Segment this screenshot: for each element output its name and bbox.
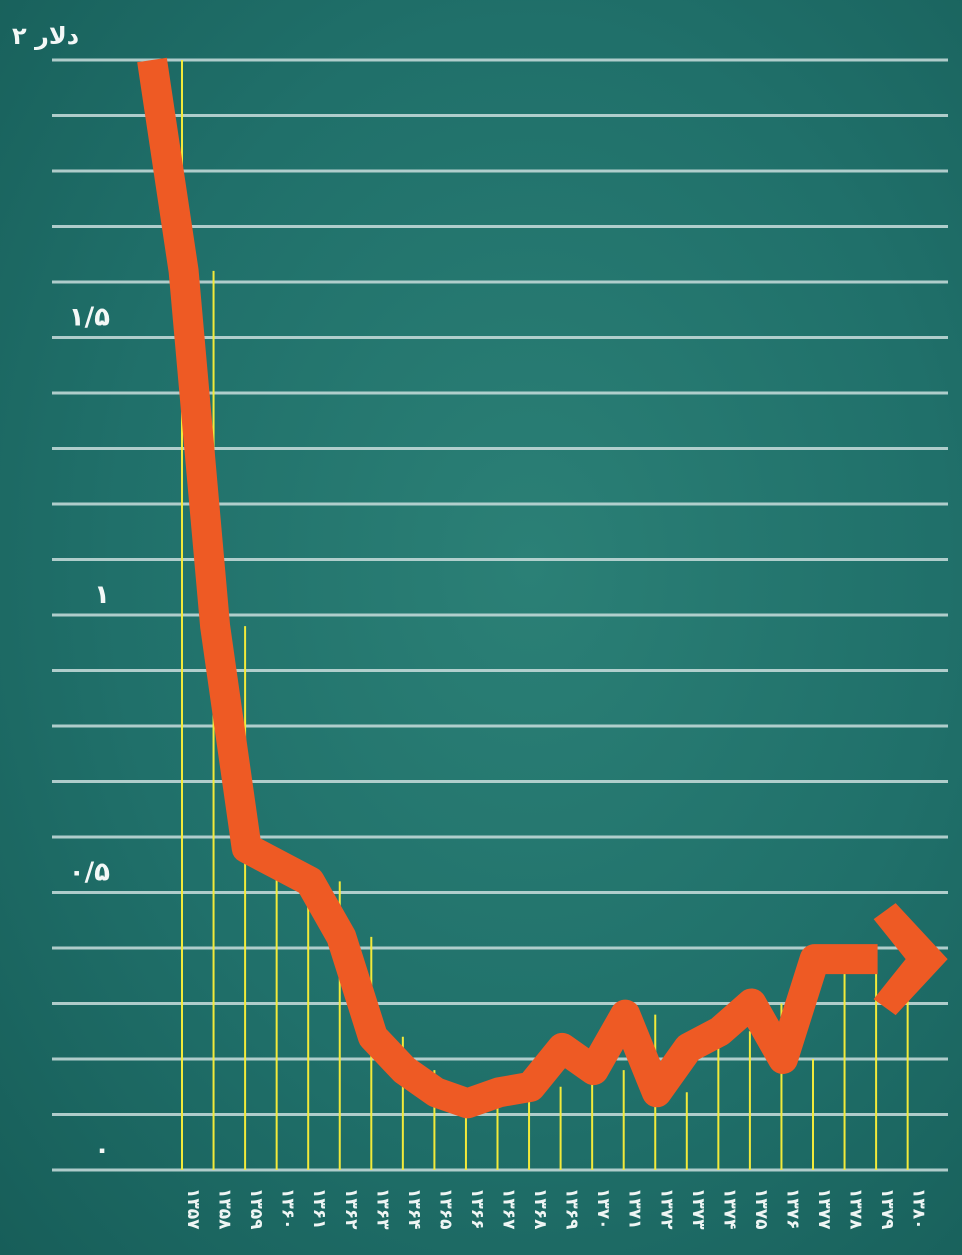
x-tick-label: ۱۳۷۷ (814, 1188, 834, 1230)
x-tick-label: ۱۳۶۴ (404, 1188, 424, 1230)
y-tick-label: ۰ (94, 1135, 110, 1165)
x-tick-label: ۱۳۶۶ (467, 1188, 487, 1230)
x-tick-label: ۱۳۵۹ (246, 1188, 266, 1230)
y-tick-label: ۱ (94, 580, 110, 610)
x-tick-label: ۱۳۷۵ (751, 1188, 771, 1230)
x-tick-label: ۱۳۶۸ (530, 1188, 550, 1230)
x-tick-label: ۱۳۷۸ (846, 1188, 866, 1230)
x-tick-label: ۱۳۷۶ (782, 1188, 802, 1230)
x-tick-label: ۱۳۷۲ (656, 1188, 676, 1230)
x-tick-label: ۱۳۵۸ (215, 1188, 235, 1230)
x-tick-label: ۱۳۷۳ (688, 1188, 708, 1230)
x-tick-label: ۱۳۶۲ (341, 1188, 361, 1230)
x-tick-label: ۱۳۵۷ (183, 1188, 203, 1230)
x-tick-label: ۱۳۶۷ (499, 1188, 519, 1230)
y-tick-label: ۱/۵ (69, 303, 110, 333)
x-tick-label: ۱۳۷۱ (625, 1188, 645, 1230)
x-tick-label: ۱۳۷۴ (719, 1188, 739, 1230)
chart-title: ۲ دلار (12, 22, 79, 50)
series-line (137, 57, 878, 1119)
x-tick-label: ۱۳۶۰ (278, 1188, 298, 1230)
x-tick-label: ۱۳۸۰ (909, 1188, 929, 1230)
x-tick-label: ۱۳۷۹ (877, 1188, 897, 1230)
arrow-head (873, 903, 948, 1016)
x-tick-label: ۱۳۶۳ (372, 1188, 392, 1230)
x-tick-label: ۱۳۶۵ (435, 1188, 455, 1230)
x-tick-label: ۱۳۶۱ (309, 1188, 329, 1230)
y-tick-label: ۰/۵ (69, 858, 110, 888)
x-tick-label: ۱۳۷۰ (593, 1188, 613, 1230)
x-tick-label: ۱۳۶۹ (562, 1188, 582, 1230)
